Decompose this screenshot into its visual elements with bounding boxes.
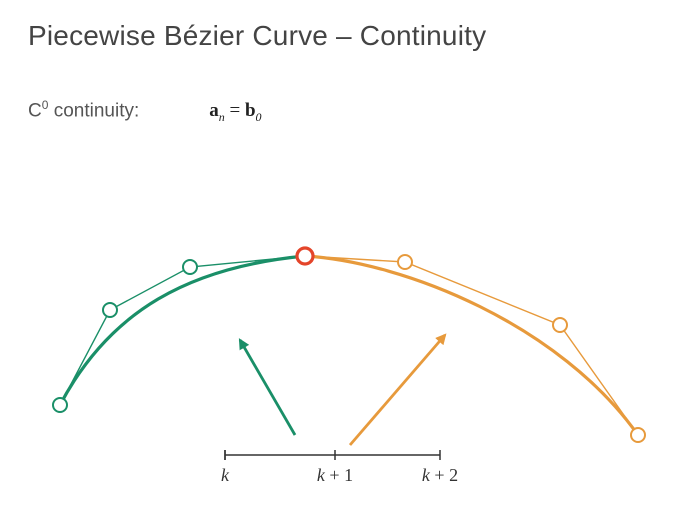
eq-lhs-sym: a bbox=[209, 100, 219, 121]
slide-title: Piecewise Bézier Curve – Continuity bbox=[28, 20, 649, 52]
svg-text:k: k bbox=[221, 465, 230, 485]
svg-text:k + 2: k + 2 bbox=[422, 465, 458, 485]
continuity-suffix: continuity: bbox=[48, 100, 139, 121]
eq-lhs-sub: n bbox=[219, 110, 225, 124]
subtitle-row: C0 continuity: an = b0 bbox=[28, 98, 649, 125]
continuity-C: C bbox=[28, 100, 42, 121]
equation: an = b0 bbox=[209, 100, 261, 125]
eq-rhs-sub: 0 bbox=[256, 110, 262, 124]
bezier-diagram: k k + 1 k + 2 bbox=[0, 190, 677, 510]
eq-equals: = bbox=[230, 100, 245, 121]
eq-rhs-sym: b bbox=[245, 100, 256, 121]
svg-text:k + 1: k + 1 bbox=[317, 465, 353, 485]
continuity-label: C0 continuity: bbox=[28, 98, 139, 122]
